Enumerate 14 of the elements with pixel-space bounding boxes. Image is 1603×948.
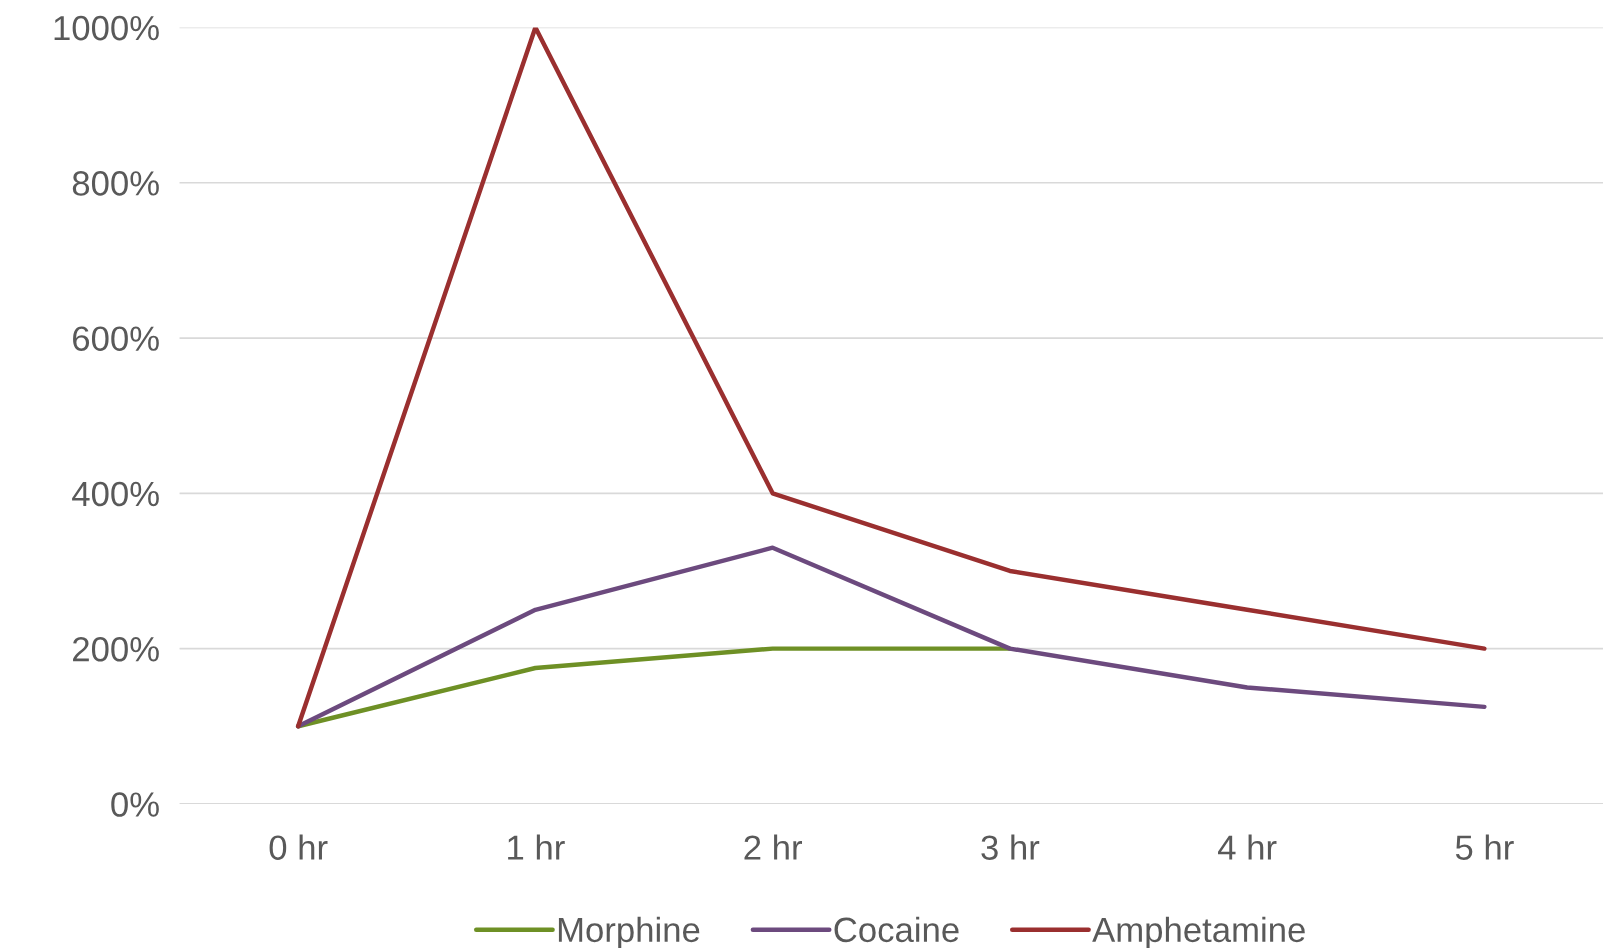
y-tick-label: 400% [72,481,159,507]
y-tick-label: 200% [73,636,159,662]
y-tick-label: 800% [72,171,159,196]
x-tick-label: 3 hr [981,834,1040,860]
y-tick-label: 600% [73,326,159,351]
legend-label: Cocaine [834,916,959,943]
line-series [295,27,1487,729]
x-tick-label: 1 hr [508,834,565,860]
x-tick-label: 2 hr [744,834,802,860]
y-tick-label: 0% [111,792,159,817]
x-tick-label: 4 hr [1218,834,1277,860]
y-tick-label: 1000% [54,15,159,41]
x-tick-label: 5 hr [1455,834,1514,860]
x-tick-label: 0 hr [269,834,328,860]
